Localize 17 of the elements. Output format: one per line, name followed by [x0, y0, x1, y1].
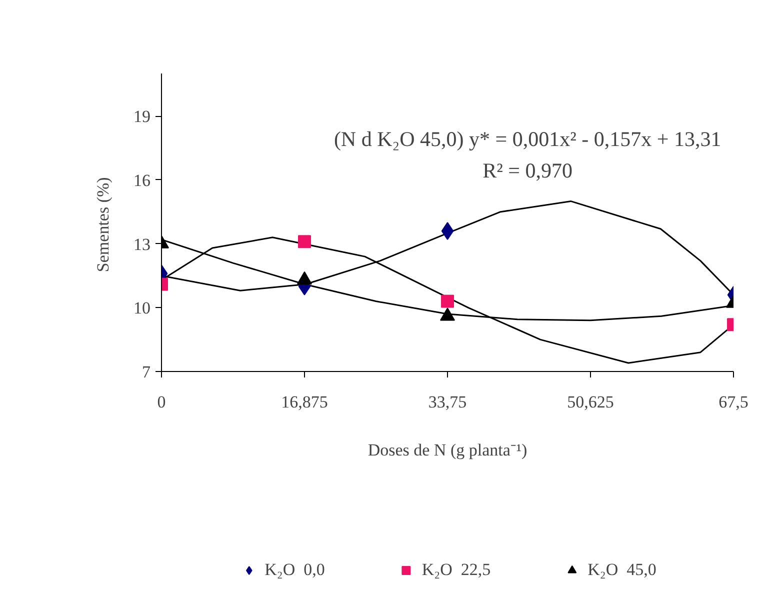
x-tick-label: 33,75: [428, 392, 467, 412]
y-tick-label: 19: [134, 107, 150, 126]
annotation: (N d K₂O 45,0) y* = 0,001x² - 0,157x + 13,31: [334, 126, 722, 151]
y-tick-label: 10: [134, 298, 150, 318]
y-tick-label: 13: [134, 234, 150, 254]
x-tick-label: 0: [157, 392, 166, 412]
legend-label: K₂O 22,5: [422, 560, 491, 580]
y-tick-label: 16: [134, 170, 150, 190]
y-axis-title: Sementes (%): [94, 177, 112, 272]
y-tick-label: 7: [142, 362, 151, 382]
x-tick-label: 16,875: [281, 392, 328, 412]
legend-label: K₂O 0,0: [264, 560, 325, 580]
legend-label: K₂O 45,0: [588, 560, 656, 580]
x-tick-label: 50,625: [567, 392, 614, 412]
x-tick-label: 67,5: [718, 392, 748, 412]
annotation: R² = 0,970: [482, 158, 573, 182]
x-axis-title: Doses de N (g planta⁻¹): [368, 440, 528, 460]
